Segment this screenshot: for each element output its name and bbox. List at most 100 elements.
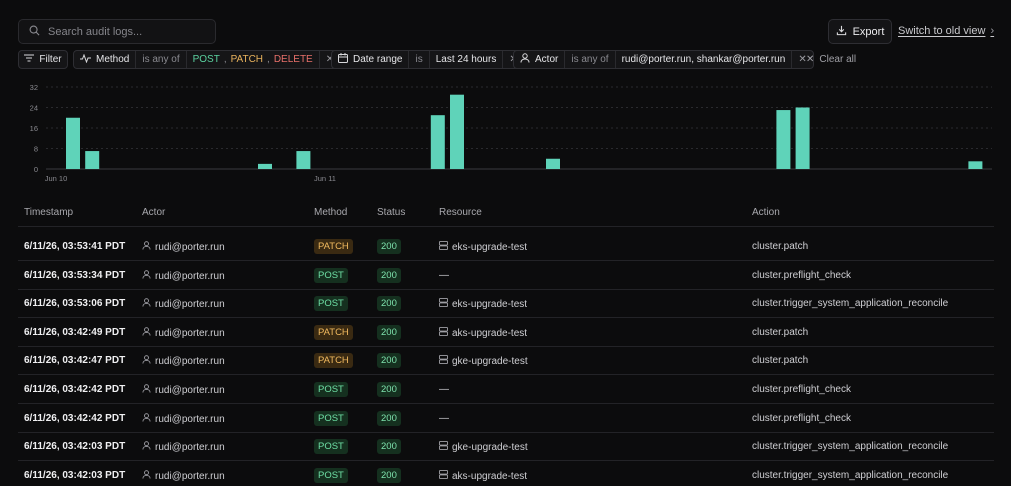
table-row[interactable]: 6/11/26, 03:42:49 PDT rudi@porter.run PATC… [0, 318, 1011, 346]
clear-all-label: Clear all [819, 54, 857, 65]
row-timestamp: 6/11/26, 03:42:49 PDT [24, 327, 126, 338]
chart-bar[interactable] [66, 117, 80, 169]
table-row[interactable]: 6/11/26, 03:42:42 PDT rudi@porter.run POST… [0, 404, 1011, 432]
chart-y-tick-label: 16 [30, 124, 38, 133]
row-resource: gke-upgrade-test [439, 441, 528, 453]
row-timestamp: 6/11/26, 03:53:41 PDT [24, 241, 126, 252]
chart-bar[interactable] [546, 158, 560, 169]
table-row[interactable]: 6/11/26, 03:42:47 PDT rudi@porter.run PATC… [0, 346, 1011, 374]
method-filter-chip[interactable]: Method is any of POST, PATCH, DELETE ✕ [73, 50, 342, 69]
switch-old-view-link[interactable]: Switch to old view › [898, 25, 994, 37]
date-filter-value[interactable]: Last 24 hours [430, 51, 504, 68]
date-filter-op: is [409, 51, 430, 68]
audit-log-chart: 32 24 16 8 0 Jun 10 Jun 11 [0, 78, 1011, 188]
chart-bar[interactable] [776, 110, 791, 169]
row-timestamp: 6/11/26, 03:42:47 PDT [24, 355, 126, 366]
method-filter-key: Method [74, 51, 137, 68]
table-row[interactable]: 6/11/26, 03:53:06 PDT rudi@porter.run POST… [0, 289, 1011, 317]
chevron-right-icon: › [990, 25, 995, 37]
row-actor-email: rudi@porter.run [155, 441, 225, 453]
calendar-icon [338, 53, 348, 66]
chart-bar[interactable] [968, 161, 983, 169]
date-filter-chip[interactable]: Date range is Last 24 hours ✕ [331, 50, 525, 69]
row-resource: aks-upgrade-test [439, 470, 527, 482]
row-resource-name: eks-upgrade-test [452, 298, 528, 310]
table-row[interactable]: 6/11/26, 03:53:34 PDT rudi@porter.run POST… [0, 261, 1011, 289]
chart-y-tick-label: 32 [30, 83, 38, 92]
row-resource: — [439, 413, 449, 424]
date-filter-key: Date range [332, 51, 410, 68]
chart-bar[interactable] [430, 115, 445, 169]
row-method-badge: PATCH [314, 325, 353, 340]
row-actor: rudi@porter.run [142, 241, 225, 253]
chart-bar[interactable] [85, 151, 100, 169]
server-icon [439, 470, 448, 482]
row-resource: aks-upgrade-test [439, 327, 527, 339]
chart-bar[interactable] [258, 163, 272, 169]
row-action: cluster.trigger_system_application_recon… [752, 441, 949, 452]
actor-filter-key: Actor [514, 51, 566, 68]
row-action: cluster.trigger_system_application_recon… [752, 470, 949, 481]
row-actor-email: rudi@porter.run [155, 298, 225, 310]
chart-bar[interactable] [296, 151, 311, 169]
row-timestamp: 6/11/26, 03:53:06 PDT [24, 298, 126, 309]
server-icon [439, 355, 448, 367]
server-icon [439, 441, 448, 453]
col-timestamp[interactable]: Timestamp [24, 207, 74, 218]
server-icon [439, 298, 448, 310]
col-status[interactable]: Status [377, 207, 406, 218]
method-filter-op: is any of [136, 51, 187, 68]
user-icon [142, 298, 151, 310]
col-actor[interactable]: Actor [142, 207, 166, 218]
method-filter-values[interactable]: POST, PATCH, DELETE [187, 51, 320, 68]
row-status-badge: 200 [377, 411, 401, 426]
method-value-post: POST [192, 54, 220, 65]
filter-lines-icon [24, 54, 35, 65]
row-resource-name: aks-upgrade-test [452, 470, 528, 482]
actor-key-label: Actor [535, 54, 559, 65]
search-input[interactable] [48, 25, 208, 38]
row-resource-name: — [439, 384, 449, 395]
filter-button[interactable]: Filter [18, 50, 68, 69]
row-actor: rudi@porter.run [142, 441, 225, 453]
table-row[interactable]: 6/11/26, 03:53:41 PDT rudi@porter.run PATC… [0, 232, 1011, 260]
table-row[interactable]: 6/11/26, 03:42:42 PDT rudi@porter.run POST… [0, 375, 1011, 403]
chart-x-tick-label: Jun 11 [314, 174, 336, 183]
col-action[interactable]: Action [752, 207, 780, 218]
server-icon [439, 327, 448, 339]
row-timestamp: 6/11/26, 03:42:42 PDT [24, 413, 126, 424]
remove-actor-filter-icon[interactable]: ✕ [798, 54, 807, 65]
export-button[interactable]: Export [828, 19, 892, 44]
row-timestamp: 6/11/26, 03:42:03 PDT [24, 441, 126, 452]
download-icon [836, 25, 847, 39]
table-header: Timestamp Actor Method Status Resource A… [0, 200, 1011, 224]
row-actor: rudi@porter.run [142, 298, 225, 310]
col-method[interactable]: Method [314, 207, 348, 218]
user-icon [142, 413, 151, 425]
row-method-badge: POST [314, 411, 348, 426]
actor-filter-value[interactable]: rudi@porter.run, shankar@porter.run [616, 51, 793, 68]
row-divider [18, 289, 994, 290]
row-method-badge: POST [314, 468, 348, 483]
user-icon [520, 53, 530, 66]
remove-method-filter-icon[interactable]: ✕ [325, 54, 335, 65]
chart-bar[interactable] [450, 94, 464, 169]
row-divider [18, 374, 994, 375]
row-actor: rudi@porter.run [142, 470, 225, 482]
table-row[interactable]: 6/11/26, 03:42:03 PDT rudi@porter.run POST… [0, 432, 1011, 460]
search-box[interactable] [18, 19, 216, 44]
chart-y-tick-label: 24 [30, 104, 38, 113]
row-action: cluster.trigger_system_application_recon… [752, 298, 949, 309]
table-row[interactable]: 6/11/26, 03:42:03 PDT rudi@porter.run POST… [0, 461, 1011, 486]
date-key-label: Date range [353, 54, 403, 65]
method-value-delete: DELETE [273, 54, 313, 65]
col-resource[interactable]: Resource [439, 207, 482, 218]
row-method-badge: POST [314, 268, 348, 283]
row-resource: — [439, 384, 449, 395]
actor-filter-chip[interactable]: Actor is any of rudi@porter.run, shankar… [513, 50, 814, 69]
row-actor-email: rudi@porter.run [155, 470, 225, 482]
row-status-badge: 200 [377, 468, 401, 483]
row-status-badge: 200 [377, 239, 401, 254]
clear-all-button[interactable]: ✕ Clear all [806, 54, 856, 65]
chart-bar[interactable] [795, 107, 810, 170]
